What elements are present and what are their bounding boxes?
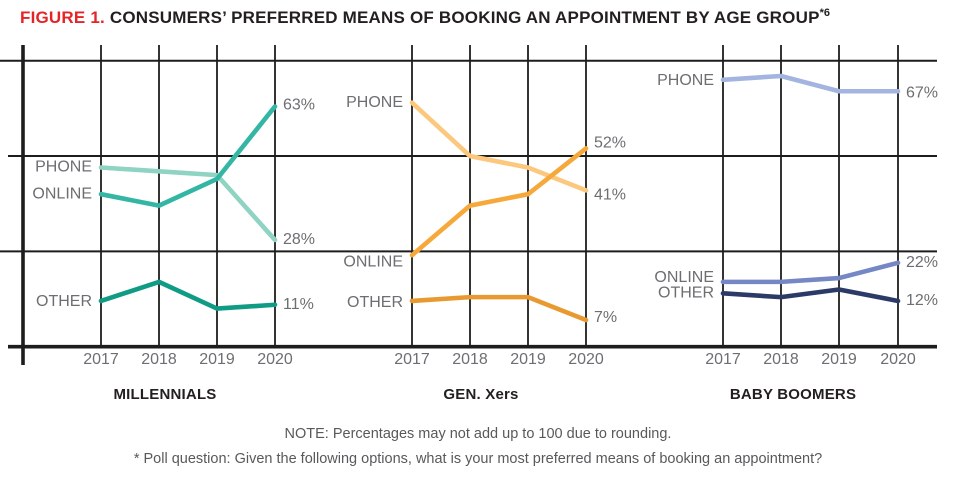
year-label-baby-boomers-2017: 2017 — [705, 351, 741, 368]
series-label-millennials-other: OTHER — [36, 293, 92, 310]
year-label-baby-boomers-2020: 2020 — [880, 351, 916, 368]
end-value-label-millennials-other: 11% — [283, 296, 314, 313]
series-label-gen-xers-online: ONLINE — [343, 253, 403, 270]
title-text: CONSUMERS’ PREFERRED MEANS OF BOOKING AN… — [104, 8, 820, 27]
baby-boomers-other-line — [720, 287, 901, 304]
figure-label: FIGURE 1. — [20, 8, 105, 27]
year-label-baby-boomers-2018: 2018 — [763, 351, 799, 368]
gen-xers-phone-line — [409, 100, 589, 193]
year-label-gen-xers-2017: 2017 — [394, 351, 430, 368]
year-label-gen-xers-2020: 2020 — [568, 351, 604, 368]
gen-xers-other-line — [409, 294, 589, 323]
series-label-baby-boomers-phone: PHONE — [657, 72, 714, 89]
series-label-baby-boomers-online: ONLINE — [654, 269, 714, 286]
year-label-gen-xers-2019: 2019 — [510, 351, 546, 368]
series-label-millennials-phone: PHONE — [35, 159, 92, 176]
baby-boomers-phone-line — [720, 73, 901, 94]
gen-xers-online-line — [409, 146, 589, 258]
year-label-baby-boomers-2019: 2019 — [821, 351, 857, 368]
note-rounding: NOTE: Percentages may not add up to 100 … — [284, 426, 672, 442]
end-value-label-gen-xers-phone: 41% — [594, 187, 626, 204]
panel-title-gen-xers: GEN. Xers — [443, 386, 519, 403]
year-label-millennials-2017: 2017 — [83, 351, 119, 368]
year-label-gen-xers-2018: 2018 — [452, 351, 488, 368]
end-value-label-baby-boomers-phone: 67% — [906, 84, 938, 101]
end-value-label-baby-boomers-online: 22% — [906, 254, 938, 271]
end-value-label-gen-xers-other: 7% — [594, 309, 617, 326]
series-label-millennials-online: ONLINE — [32, 185, 92, 202]
baby-boomers-online-line — [720, 260, 901, 285]
year-label-millennials-2019: 2019 — [199, 351, 235, 368]
chart-title: FIGURE 1. CONSUMERS’ PREFERRED MEANS OF … — [20, 7, 830, 28]
end-value-label-gen-xers-online: 52% — [594, 135, 626, 152]
series-label-gen-xers-phone: PHONE — [346, 94, 403, 111]
panel-title-baby-boomers: BABY BOOMERS — [729, 386, 857, 403]
year-label-millennials-2020: 2020 — [257, 351, 293, 368]
note-poll-question: * Poll question: Given the following opt… — [133, 451, 823, 467]
panel-title-millennials: MILLENNIALS — [113, 386, 217, 403]
end-value-label-millennials-phone: 28% — [283, 231, 315, 248]
end-value-label-baby-boomers-other: 12% — [906, 292, 938, 309]
millennials-phone-line — [98, 165, 278, 243]
millennials-online-line — [98, 104, 278, 208]
series-label-gen-xers-other: OTHER — [347, 294, 403, 311]
millennials-other-line — [98, 279, 278, 311]
end-value-label-millennials-online: 63% — [283, 97, 315, 114]
year-label-millennials-2018: 2018 — [141, 351, 177, 368]
title-superscript: *6 — [819, 7, 831, 19]
series-label-baby-boomers-other: OTHER — [658, 285, 714, 302]
